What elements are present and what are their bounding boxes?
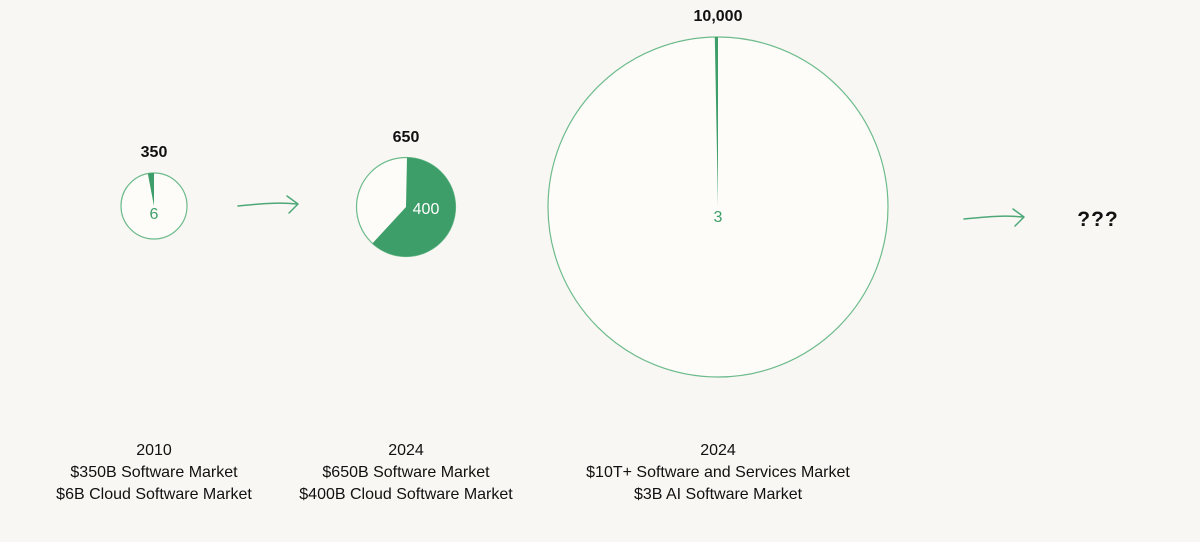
pie-2024-ai: 10,000 3 (547, 8, 889, 378)
caption-year: 2024 (388, 442, 424, 459)
pie-2024-ai-slice-label: 3 (714, 209, 723, 226)
caption-2024-ai: 2024 $10T+ Software and Services Market … (548, 440, 888, 506)
caption-line2: $3B AI Software Market (633, 486, 803, 503)
caption-line1: $10T+ Software and Services Market (586, 464, 850, 481)
arrow-icon (963, 208, 1025, 227)
arrow-icon (237, 195, 299, 214)
caption-line2: $6B Cloud Software Market (56, 486, 252, 503)
next-unknown-label: ??? (1077, 208, 1118, 231)
pie-2024-cloud: 650 400 (355, 129, 457, 258)
caption-2010: 2010 $350B Software Market $6B Cloud Sof… (0, 440, 324, 506)
pie-2024-cloud-slice-label: 400 (413, 201, 440, 218)
caption-2024-cloud: 2024 $650B Software Market $400B Cloud S… (236, 440, 576, 506)
caption-year: 2010 (136, 442, 172, 459)
pie-2024-cloud-total-label: 650 (393, 129, 420, 146)
pie-2024-cloud-slice (372, 157, 456, 257)
pie-2010-slice-label: 6 (150, 206, 159, 223)
pie-2010-slice (147, 173, 154, 206)
pie-2024-ai-slice (714, 37, 718, 207)
caption-year: 2024 (700, 442, 736, 459)
caption-line1: $650B Software Market (322, 464, 490, 481)
caption-line2: $400B Cloud Software Market (299, 486, 513, 503)
pie-2024-ai-total-label: 10,000 (694, 8, 743, 25)
caption-line1: $350B Software Market (70, 464, 238, 481)
pie-2010-total-label: 350 (141, 144, 168, 161)
pie-2010: 350 6 (120, 144, 188, 240)
